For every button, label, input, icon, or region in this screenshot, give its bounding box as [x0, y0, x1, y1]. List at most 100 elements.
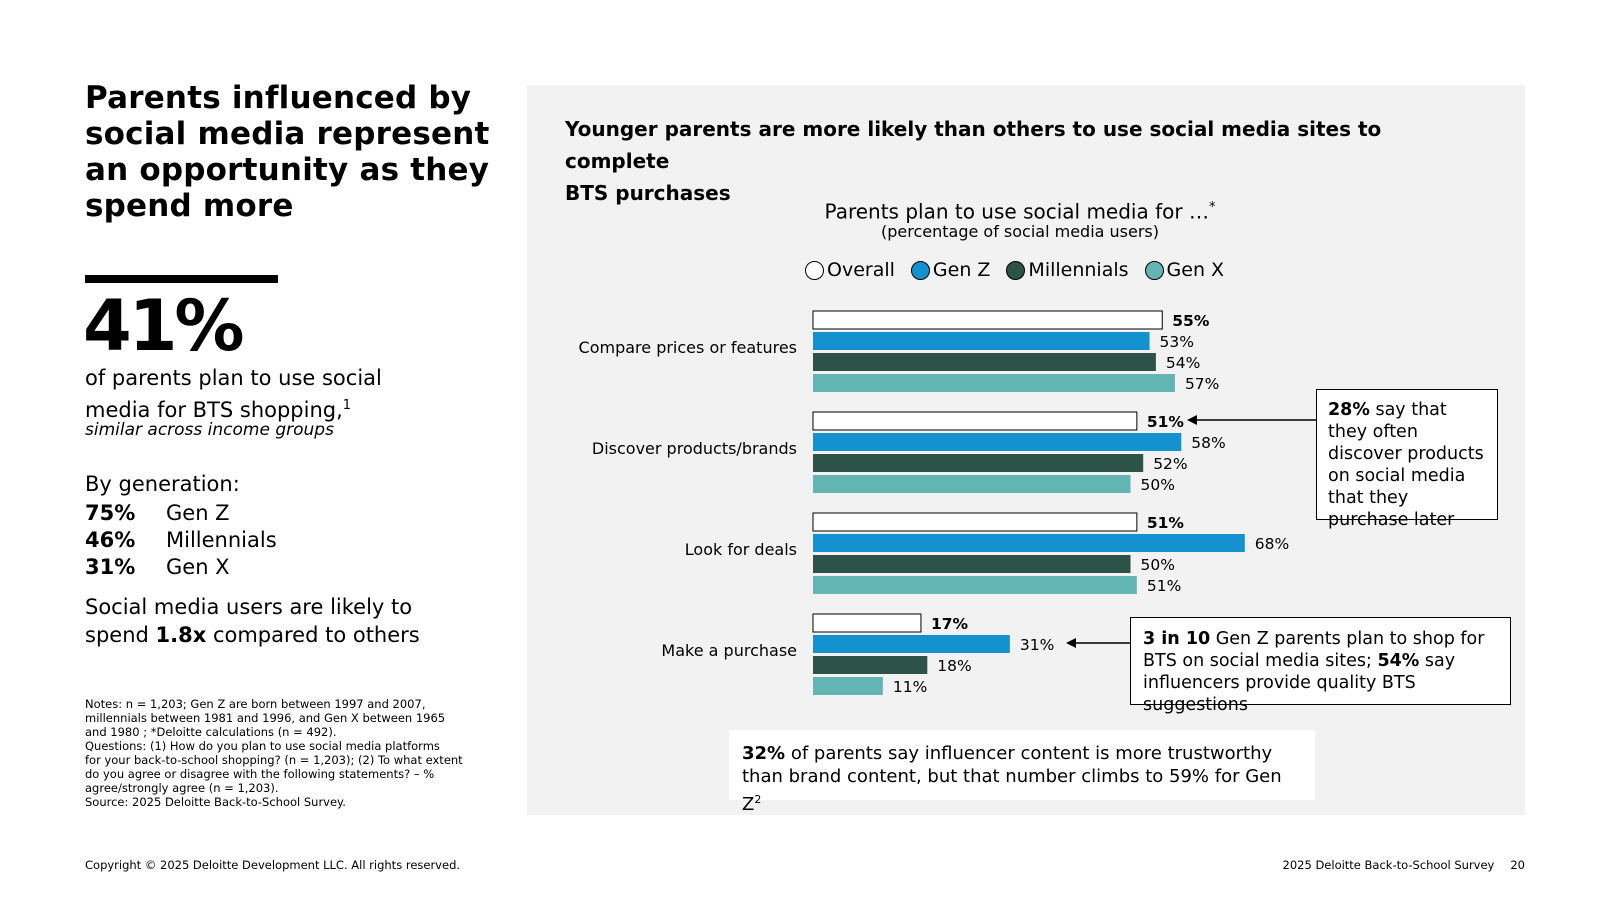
callout-stat: 32% — [742, 743, 786, 764]
generation-row: 75% Gen Z — [85, 499, 230, 527]
generation-row: 46% Millennials — [85, 526, 277, 554]
data-label: 50% — [1141, 556, 1175, 574]
legend-item: Gen Z — [910, 259, 991, 281]
page-number: 20 — [1510, 858, 1525, 872]
footnote-marker: 1 — [342, 398, 352, 413]
stat-description-line: media for BTS shopping,1 — [85, 392, 485, 424]
divider — [85, 275, 278, 283]
bar — [812, 512, 1138, 532]
data-label: 11% — [893, 678, 927, 696]
category-label: Discover products/brands — [592, 439, 797, 458]
bar — [813, 374, 1175, 392]
legend-item: Overall — [805, 259, 895, 281]
callout-arrow-head — [1066, 638, 1076, 648]
category-label: Make a purchase — [661, 641, 797, 660]
big-stat-value: 41% — [83, 285, 245, 367]
bar — [813, 475, 1131, 493]
callout-discover: 28% say that they often discover product… — [1316, 389, 1498, 530]
headline-line: social media represent — [85, 116, 490, 152]
legend-item: Gen X — [1144, 259, 1225, 281]
legend-swatch — [1144, 260, 1164, 280]
legend-label: Millennials — [1028, 259, 1129, 281]
generation-pct: 75% — [85, 501, 136, 525]
bar — [813, 332, 1150, 350]
callout-stat: 54% — [1377, 651, 1420, 671]
callout-text: of parents say influencer content is mor… — [742, 743, 1282, 815]
legend-label: Gen X — [1166, 259, 1225, 281]
chart-subtitle: (percentage of social media users) — [880, 222, 1160, 241]
chart-title: Parents plan to use social media for …* — [815, 196, 1225, 224]
spend-text: compared to others — [206, 623, 420, 647]
note-line: Notes: n = 1,203; Gen Z are born between… — [85, 697, 426, 711]
stat-description-line: of parents plan to use social — [85, 366, 382, 390]
generation-label: Millennials — [166, 528, 277, 552]
headline-line: Parents influenced by — [85, 80, 472, 116]
bar — [813, 433, 1182, 451]
legend-swatch — [910, 260, 930, 280]
note-line: Questions: (1) How do you plan to use so… — [85, 739, 440, 753]
footnote-marker: * — [1208, 200, 1216, 215]
callout-influencer: 32% of parents say influencer content is… — [729, 730, 1315, 815]
bar — [812, 613, 922, 633]
note-line: Source: 2025 Deloitte Back-to-School Sur… — [85, 795, 346, 809]
stat-note: similar across income groups — [85, 420, 334, 440]
bar — [813, 576, 1137, 594]
data-label: 18% — [937, 657, 971, 675]
callout-arrow-head — [1187, 415, 1197, 425]
data-label: 53% — [1160, 333, 1194, 351]
data-label: 51% — [1147, 577, 1181, 595]
callout-stat: 3 in 10 — [1143, 629, 1211, 649]
data-label: 51% — [1147, 413, 1185, 431]
note-line: and 1980 ; *Deloitte calculations (n = 4… — [85, 725, 337, 739]
callout-text: say that they often discover products on… — [1328, 400, 1484, 530]
callout-purchase: 3 in 10 Gen Z parents plan to shop for B… — [1130, 617, 1511, 715]
bar — [813, 534, 1245, 552]
footer-right: 2025 Deloitte Back-to-School Survey 20 — [1283, 858, 1525, 872]
data-label: 54% — [1166, 354, 1200, 372]
panel-title-line: BTS purchases — [565, 181, 731, 205]
legend-label: Overall — [827, 259, 895, 281]
footnote-marker: 2 — [754, 793, 762, 806]
panel-title: Younger parents are more likely than oth… — [565, 113, 1485, 209]
spend-multiplier: 1.8x — [155, 623, 207, 647]
data-label: 31% — [1020, 636, 1054, 654]
generation-pct: 46% — [85, 528, 136, 552]
bar — [813, 656, 928, 674]
stat-description: of parents plan to use social media for … — [85, 364, 485, 424]
data-label: 51% — [1147, 514, 1185, 532]
bar — [812, 411, 1138, 431]
category-label: Look for deals — [685, 540, 797, 559]
headline: Parents influenced by social media repre… — [85, 80, 505, 224]
bar — [813, 677, 883, 695]
stat-description-text: media for BTS shopping, — [85, 398, 343, 422]
generation-title: By generation: — [85, 472, 240, 496]
data-label: 68% — [1255, 535, 1289, 553]
copyright: Copyright © 2025 Deloitte Development LL… — [85, 858, 461, 872]
data-label: 52% — [1153, 455, 1187, 473]
note-line: do you agree or disagree with the follow… — [85, 767, 435, 781]
spend-line: spend 1.8x compared to others — [85, 621, 475, 649]
legend-item: Millennials — [1006, 259, 1129, 281]
data-label: 50% — [1141, 476, 1175, 494]
survey-name: 2025 Deloitte Back-to-School Survey — [1282, 858, 1495, 872]
data-label: 17% — [931, 615, 969, 633]
generation-pct: 31% — [85, 555, 136, 579]
legend-label: Gen Z — [932, 259, 991, 281]
headline-line: an opportunity as they — [85, 152, 490, 188]
spend-text: spend — [85, 623, 156, 647]
bar — [812, 310, 1163, 330]
data-label: 57% — [1185, 375, 1219, 393]
note-line: for your back-to-school shopping? (n = 1… — [85, 753, 463, 767]
data-label: 58% — [1191, 434, 1225, 452]
panel-title-line: Younger parents are more likely than oth… — [565, 117, 1382, 173]
headline-line: spend more — [85, 188, 294, 224]
bar — [813, 454, 1144, 472]
chart-legend: Overall Gen Z Millennials Gen X — [805, 257, 1240, 283]
chart-title-text: Parents plan to use social media for … — [824, 199, 1209, 224]
callout-text: Gen Z parents plan to shop for BTS on so… — [1143, 629, 1485, 671]
legend-swatch — [1006, 260, 1026, 280]
bar — [813, 353, 1156, 371]
bar — [813, 555, 1131, 573]
callout-stat: 28% — [1328, 400, 1370, 420]
